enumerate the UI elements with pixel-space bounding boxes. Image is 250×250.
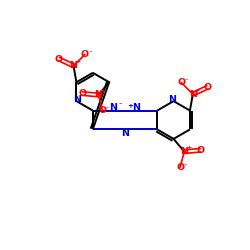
Text: ⁻: ⁻	[106, 106, 110, 112]
Text: +: +	[127, 103, 133, 109]
Text: O: O	[78, 89, 86, 98]
Text: +: +	[75, 59, 80, 64]
Text: N: N	[70, 61, 78, 70]
Text: O: O	[178, 78, 186, 87]
Text: ⁻: ⁻	[88, 50, 92, 56]
Text: N: N	[110, 103, 118, 112]
Text: +: +	[186, 145, 191, 150]
Text: +: +	[100, 88, 105, 94]
Text: ⁻: ⁻	[185, 79, 188, 85]
Text: O: O	[81, 50, 89, 59]
Text: N: N	[74, 96, 82, 104]
Text: O: O	[203, 83, 212, 92]
Text: O: O	[196, 146, 204, 155]
Text: ⁻: ⁻	[118, 103, 122, 109]
Text: N: N	[94, 90, 102, 100]
Text: O: O	[176, 162, 184, 172]
Text: O: O	[55, 54, 63, 64]
Text: N: N	[121, 130, 129, 138]
Text: ⁻: ⁻	[184, 163, 187, 169]
Text: +: +	[195, 88, 200, 93]
Text: O: O	[98, 106, 107, 115]
Text: N: N	[180, 147, 188, 156]
Text: N: N	[168, 96, 176, 104]
Text: N: N	[132, 103, 140, 112]
Text: N: N	[189, 90, 197, 99]
